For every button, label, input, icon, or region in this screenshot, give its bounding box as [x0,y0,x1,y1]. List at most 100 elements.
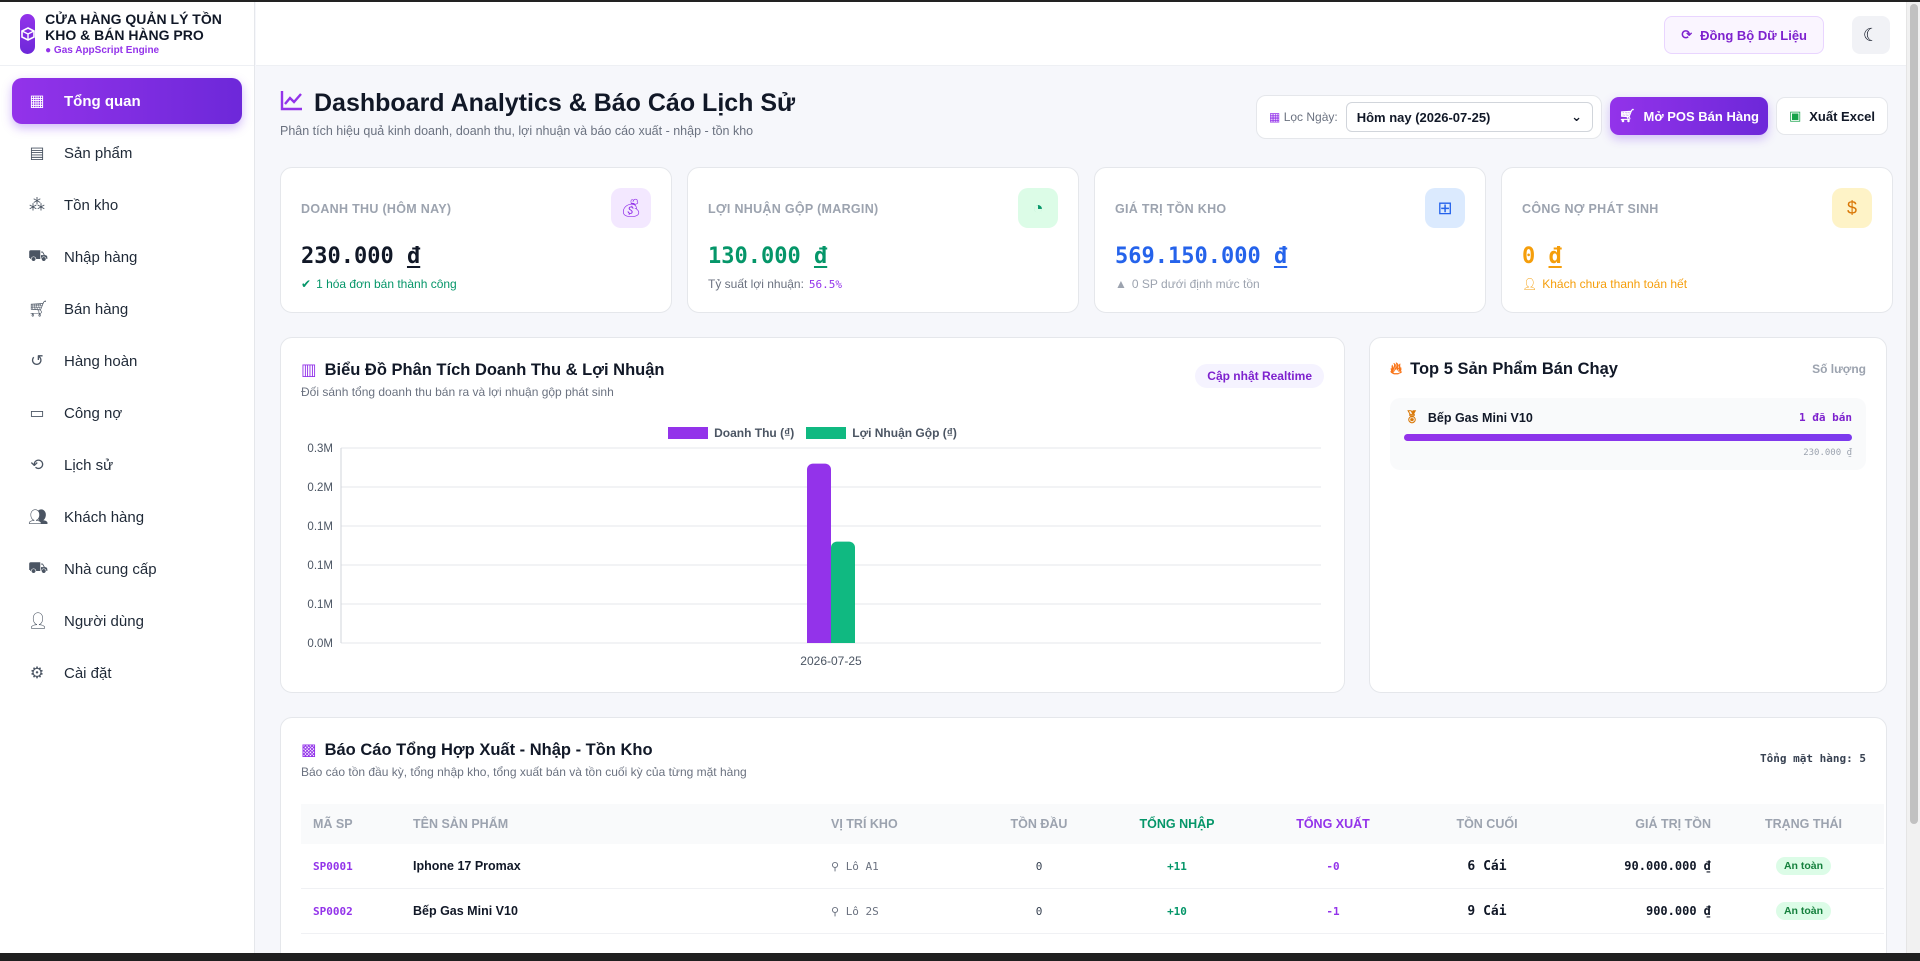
users-icon: 👥︎ [28,509,49,526]
credit-card-icon: ▭ [29,405,45,422]
top-product-revenue: 230.000 ₫ [1803,448,1852,458]
kpi-value-number: 230.000 [301,244,394,269]
sidebar-item-label: Công nợ [64,404,123,422]
legend-item-revenue[interactable]: Doanh Thu (₫) [668,426,794,440]
sidebar-item-san-pham[interactable]: ▤ Sản phẩm [12,130,242,176]
pie-chart-icon: ◔ [1018,188,1058,228]
cell-value: 90.000.000 ₫ [1624,859,1711,873]
moon-icon: ☾ [1862,24,1880,45]
sidebar-nav: ▦ Tổng quan ▤ Sản phẩm ⁂ Tồn kho ⛟ Nhập hàng… [0,66,254,714]
cell-status: An toàn [1723,902,1884,920]
kpi-value-number: 130.000 [708,244,801,269]
sync-data-button[interactable]: ⟳ Đồng Bộ Dữ Liệu [1664,16,1824,54]
cart-icon: 🛒︎ [1619,108,1636,123]
kpi-card-inventory-value: GIÁ TRỊ TỒN KHO ⊞ 569.150.000 đ ▲ 0 SP dư… [1094,167,1486,313]
export-excel-label: Xuất Excel [1809,108,1876,124]
cell-in: +11 [1167,859,1187,873]
sidebar-item-khach-hang[interactable]: 👥︎ Khách hàng [12,494,242,540]
report-total-count: Tổng mặt hàng: 5 [1760,752,1866,765]
cell-value: 900.000 ₫ [1645,904,1711,918]
fire-icon: 🔥︎ [1390,360,1403,378]
chart-panel-title: ▥ Biểu Đồ Phân Tích Doanh Thu & Lợi Nhuận [301,360,664,380]
cell-name: Bếp Gas Mini V10 [413,904,518,918]
sidebar-item-tong-quan[interactable]: ▦ Tổng quan [12,78,242,124]
status-badge: An toàn [1775,902,1832,920]
inventory-report-panel: ▩ Báo Cáo Tổng Hợp Xuất - Nhập - Tồn Kho … [280,717,1887,953]
kpi-value: 230.000 đ [301,244,420,269]
medal-icon: 🏅︎ [1404,410,1420,424]
y-tick-label: 0.3M [307,443,333,455]
dark-mode-toggle[interactable]: ☾ [1852,16,1890,54]
report-title-text: Báo Cáo Tổng Hợp Xuất - Nhập - Tồn Kho [324,740,653,759]
brand-subtitle: ● Gas AppScript Engine [45,45,160,56]
kpi-card-margin: LỢI NHUẬN GỘP (MARGIN) ◔ 130.000 đ Tỷ su… [687,167,1079,313]
realtime-badge: Cập nhật Realtime [1195,364,1324,388]
date-filter-select[interactable]: Hôm nay (2026-07-25) ⌄ [1345,102,1593,132]
export-excel-button[interactable]: ▣ Xuất Excel [1776,97,1888,135]
col-header-end[interactable]: TỒN CUỐI [1456,817,1518,831]
col-header-out[interactable]: TỔNG XUẤT [1296,817,1370,831]
cell-start: 0 [1035,904,1043,918]
cell-end: 6 Cái [1467,858,1507,874]
top-product-name-text: Bếp Gas Mini V10 [1427,410,1533,425]
col-header-value[interactable]: GIÁ TRỊ TỒN [1635,817,1711,831]
legend-item-profit[interactable]: Lợi Nhuận Gộp (₫) [806,426,957,440]
y-tick-label: 0.1M [307,521,333,533]
dolly-icon: ⛟ [28,248,49,265]
kpi-value: 569.150.000 đ [1115,244,1287,269]
scrollbar-thumb[interactable] [1910,4,1918,824]
page-title-text: Dashboard Analytics & Báo Cáo Lịch Sử [314,89,796,117]
col-header-sku[interactable]: MÃ SP [313,817,353,831]
boxes-dolly-icon: ▩ [301,741,317,759]
date-filter-value: Hôm nay (2026-07-25) [1356,109,1491,125]
sidebar-item-cong-no[interactable]: ▭ Công nợ [12,390,242,436]
report-subtitle: Báo cáo tồn đầu kỳ, tổng nhập kho, tổng … [301,765,747,779]
page-scrollbar[interactable] [1906,2,1920,953]
kpi-value: 0 đ [1522,244,1562,269]
cell-out: -0 [1326,859,1340,873]
y-tick-label: 0.1M [307,599,333,611]
kpi-label: GIÁ TRỊ TỒN KHO [1115,202,1227,216]
sidebar-item-ton-kho[interactable]: ⁂ Tồn kho [12,182,242,228]
col-header-in[interactable]: TỔNG NHẬP [1139,817,1215,831]
cell-status: An toàn [1723,857,1884,875]
col-header-name[interactable]: TÊN SẢN PHẨM [413,817,509,831]
map-pin-icon: ⚲ [831,859,840,873]
sidebar-item-nguoi-dung[interactable]: 👤︎ Người dùng [12,598,242,644]
kpi-currency: đ [1273,244,1288,269]
kpi-value-number: 0 [1522,244,1536,269]
col-header-status[interactable]: TRẠNG THÁI [1764,817,1843,831]
user-gear-icon: 👤︎ [28,613,49,630]
check-circle-icon: ✔ [301,277,312,291]
top-product-item[interactable]: 🏅︎ Bếp Gas Mini V10 1 đã bán 230.000 ₫ [1390,398,1866,470]
date-filter: ▦ Lọc Ngày: Hôm nay (2026-07-25) ⌄ [1256,95,1602,139]
money-bag-icon: 💰︎ [611,188,651,228]
sidebar-item-hang-hoan[interactable]: ↺ Hàng hoàn [12,338,242,384]
box-icon: ▤ [29,145,45,162]
cubes-icon: ⁂ [29,197,45,214]
page-subtitle: Phân tích hiệu quả kinh doanh, doanh thu… [280,124,754,138]
sidebar-item-nha-cung-cap[interactable]: ⛟ Nhà cung cấp [12,546,242,592]
chart-panel-subtitle: Đối sánh tổng doanh thu bán ra và lợi nh… [301,385,614,399]
undo-icon: ↺ [30,353,44,370]
brand[interactable]: CỬA HÀNG QUẢN LÝ TỒN KHO & BÁN HÀNG PRO … [0,2,254,66]
top-header: ⟳ Đồng Bộ Dữ Liệu ☾ [256,2,1906,66]
table-row[interactable]: SP0001 Iphone 17 Promax ⚲ Lô A1 0 +11 -0… [301,844,1884,889]
open-pos-button[interactable]: 🛒︎ Mở POS Bán Hàng [1610,97,1768,135]
map-pin-icon: ⚲ [831,904,840,918]
sidebar-item-cai-dat[interactable]: ⚙ Cài đặt [12,650,242,696]
table-row[interactable]: SP0002 Bếp Gas Mini V10 ⚲ Lô 2S 0 +10 -1… [301,889,1884,934]
legend-swatch-profit [806,427,847,439]
sidebar-item-ban-hang[interactable]: 🛒︎ Bán hàng [12,286,242,332]
sidebar-item-nhap-hang[interactable]: ⛟ Nhập hàng [12,234,242,280]
boxes-icon: ⊞ [1425,188,1465,228]
kpi-note-text: Khách chưa thanh toán hết [1542,277,1688,291]
col-header-location[interactable]: VỊ TRÍ KHO [831,817,898,831]
col-header-start[interactable]: TỒN ĐẦU [1010,817,1068,831]
date-filter-label: ▦ Lọc Ngày: [1269,110,1338,124]
kpi-note: Tỷ suất lợi nhuận: 56.5% [708,277,842,291]
cell-location: ⚲ Lô 2S [819,905,979,918]
kpi-note: ✔ 1 hóa đơn bán thành công [301,277,457,291]
sidebar-item-lich-su[interactable]: ⟲ Lịch sử [12,442,242,488]
top-product-name: 🏅︎ Bếp Gas Mini V10 [1404,410,1852,425]
